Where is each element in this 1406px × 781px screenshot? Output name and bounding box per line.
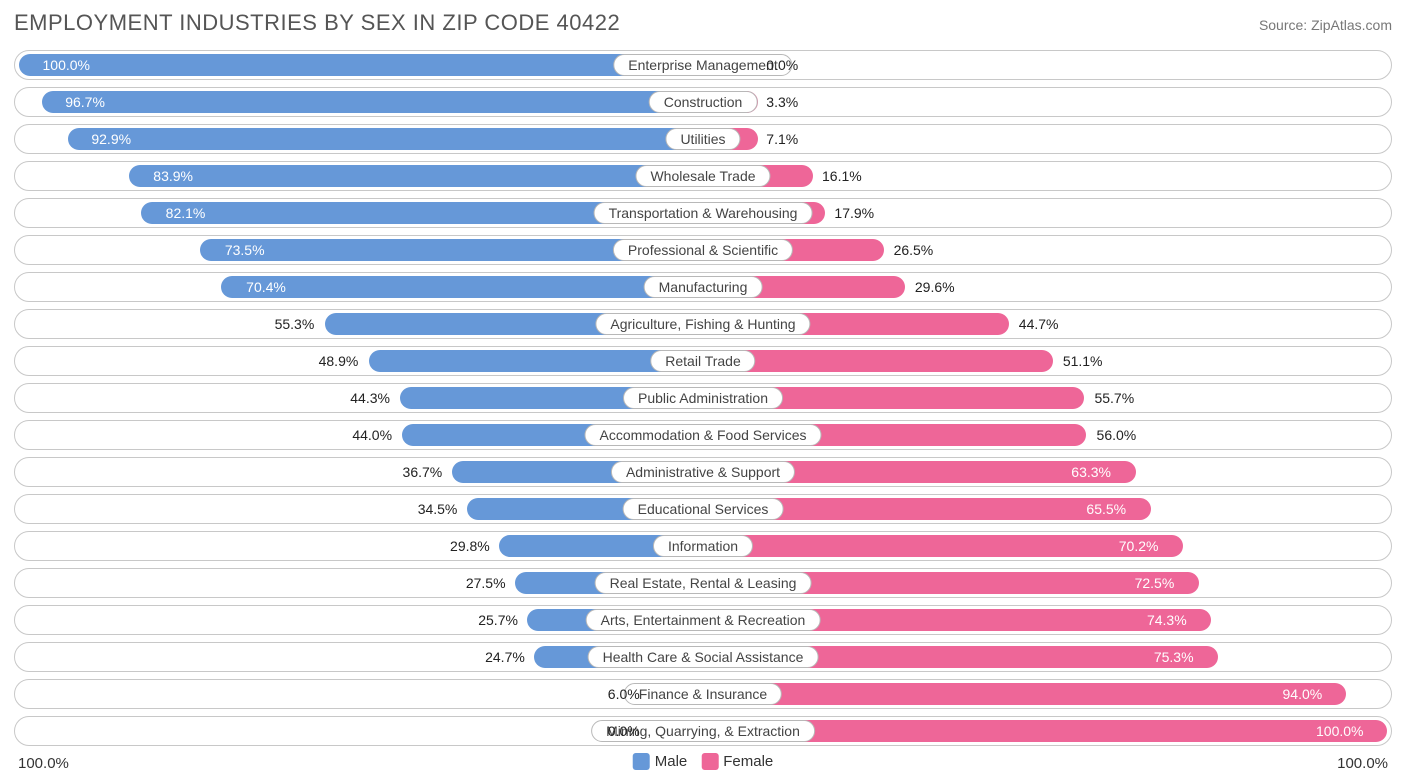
row-label: Wholesale Trade [635,165,770,187]
pct-male: 27.5% [466,575,506,591]
row-label: Educational Services [623,498,784,520]
row-label: Transportation & Warehousing [594,202,813,224]
axis-left-label: 100.0% [18,755,69,772]
chart-row: Public Administration 44.3% 55.7% [14,383,1392,413]
chart-row: Enterprise Management100.0%0.0% [14,50,1392,80]
row-label: Professional & Scientific [613,239,793,261]
pct-male: 83.9% [153,168,193,184]
swatch-female [701,753,718,770]
chart-title: EMPLOYMENT INDUSTRIES BY SEX IN ZIP CODE… [14,10,620,36]
row-label: Real Estate, Rental & Leasing [595,572,812,594]
pct-female: 55.7% [1094,390,1134,406]
chart-row: Agriculture, Fishing & Hunting 55.3% 44.7% [14,309,1392,339]
pct-male: 92.9% [91,131,131,147]
pct-male: 44.0% [352,427,392,443]
pct-male: 55.3% [275,316,315,332]
chart-row: Construction 96.7% 3.3% [14,87,1392,117]
pct-male: 34.5% [418,501,458,517]
pct-female: 3.3% [766,94,798,110]
row-label: Agriculture, Fishing & Hunting [595,313,810,335]
pct-female: 51.1% [1063,353,1103,369]
bar-female [703,683,1346,705]
pct-male: 24.7% [485,649,525,665]
pct-female: 16.1% [822,168,862,184]
pct-female: 0.0% [766,57,798,73]
chart-row: Manufacturing 70.4% 29.6% [14,272,1392,302]
pct-male: 29.8% [450,538,490,554]
bar-male [42,91,703,113]
pct-male: 36.7% [403,464,443,480]
pct-male: 73.5% [225,242,265,258]
chart-source: Source: ZipAtlas.com [1259,17,1392,33]
chart-row: Retail Trade 48.9% 51.1% [14,346,1392,376]
pct-female: 100.0% [1316,723,1363,739]
legend-label-female: Female [723,753,773,770]
chart-row: Finance & Insurance6.0% 94.0% [14,679,1392,709]
bar-male [221,276,703,298]
pct-female: 74.3% [1147,612,1187,628]
pct-female: 29.6% [915,279,955,295]
row-label: Manufacturing [644,276,763,298]
pct-male: 70.4% [246,279,286,295]
row-label: Finance & Insurance [624,683,782,705]
pct-female: 26.5% [894,242,934,258]
chart-row: Arts, Entertainment & Recreation 25.7% 74.… [14,605,1392,635]
pct-male: 0.0% [608,723,640,739]
legend-item-female: Female [701,753,773,770]
chart-header: EMPLOYMENT INDUSTRIES BY SEX IN ZIP CODE… [14,10,1392,36]
chart-row: Utilities 92.9% 7.1% [14,124,1392,154]
bar-female [703,535,1183,557]
pct-male: 6.0% [608,686,640,702]
pct-female: 56.0% [1097,427,1137,443]
pct-male: 82.1% [166,205,206,221]
chart-row: Professional & Scientific 73.5% 26.5% [14,235,1392,265]
chart-row: Information 29.8% 70.2% [14,531,1392,561]
chart-row: Administrative & Support 36.7% 63.3% [14,457,1392,487]
chart-row: Mining, Quarrying, & Extraction0.0%100.0… [14,716,1392,746]
row-label: Arts, Entertainment & Recreation [586,609,821,631]
legend: Male Female [633,753,774,770]
axis-right-label: 100.0% [1337,755,1388,772]
pct-male: 25.7% [478,612,518,628]
bar-male [68,128,703,150]
bar-male [129,165,703,187]
legend-item-male: Male [633,753,688,770]
chart-row: Accommodation & Food Services 44.0% 56.0% [14,420,1392,450]
chart-row: Transportation & Warehousing 82.1% 17.9% [14,198,1392,228]
pct-male: 44.3% [350,390,390,406]
chart-row: Wholesale Trade 83.9% 16.1% [14,161,1392,191]
legend-label-male: Male [655,753,688,770]
pct-male: 100.0% [43,57,90,73]
swatch-male [633,753,650,770]
row-label: Public Administration [623,387,783,409]
pct-female: 7.1% [766,131,798,147]
row-label: Health Care & Social Assistance [588,646,819,668]
row-label: Accommodation & Food Services [585,424,822,446]
chart-area: Enterprise Management100.0%0.0%Construct… [14,50,1392,746]
chart-row: Health Care & Social Assistance 24.7% 75.3… [14,642,1392,672]
chart-row: Real Estate, Rental & Leasing 27.5% 72.5% [14,568,1392,598]
chart-footer: 100.0% Male Female 100.0% [14,753,1392,777]
pct-female: 17.9% [834,205,874,221]
pct-female: 72.5% [1135,575,1175,591]
pct-male: 48.9% [319,353,359,369]
row-label: Construction [649,91,758,113]
row-label: Retail Trade [650,350,755,372]
pct-female: 65.5% [1086,501,1126,517]
row-label: Utilities [665,128,740,150]
pct-female: 70.2% [1119,538,1159,554]
row-label: Administrative & Support [611,461,795,483]
pct-male: 96.7% [65,94,105,110]
bar-female [703,350,1053,372]
pct-female: 63.3% [1071,464,1111,480]
row-label: Information [653,535,753,557]
pct-female: 94.0% [1283,686,1323,702]
chart-row: Educational Services 34.5% 65.5% [14,494,1392,524]
bar-male [19,54,703,76]
pct-female: 44.7% [1019,316,1059,332]
pct-female: 75.3% [1154,649,1194,665]
